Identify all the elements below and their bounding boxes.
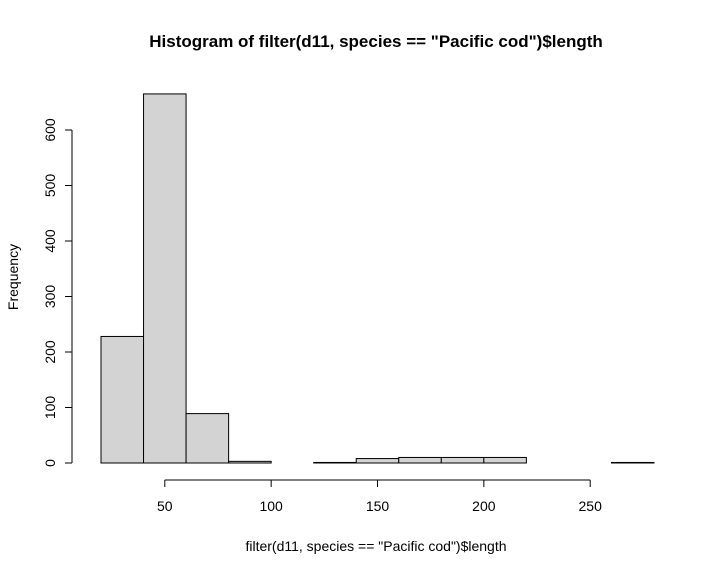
y-axis-ticks: 0 100 200 300 400 500 600 <box>42 118 72 467</box>
y-tick-label: 100 <box>42 396 58 420</box>
histogram-bar-5 <box>313 461 357 464</box>
histogram-bar-7 <box>398 456 442 464</box>
histogram-bar-12 <box>610 461 655 464</box>
histogram-bar-3 <box>228 460 272 464</box>
y-axis-label: Frequency <box>5 244 21 310</box>
histogram-bar-2 <box>185 413 230 464</box>
x-tick-label: 150 <box>366 498 390 514</box>
y-tick-label: 400 <box>42 229 58 253</box>
y-tick-label: 600 <box>42 118 58 142</box>
histogram-bar-9 <box>483 456 527 464</box>
y-tick-label: 300 <box>42 285 58 309</box>
histogram-bar-0 <box>100 335 145 464</box>
chart-title: Histogram of filter(d11, species == "Pac… <box>149 32 603 51</box>
y-tick-label: 0 <box>42 459 58 467</box>
x-axis-label: filter(d11, species == "Pacific cod")$le… <box>245 538 506 554</box>
histogram-bar-8 <box>440 456 485 464</box>
x-tick-label: 50 <box>157 498 173 514</box>
x-axis-ticks: 50 100 150 200 250 <box>157 480 602 514</box>
y-tick-label: 500 <box>42 174 58 198</box>
histogram-bar-6 <box>355 458 400 464</box>
x-tick-label: 250 <box>579 498 603 514</box>
x-tick-label: 100 <box>259 498 283 514</box>
x-tick-label: 200 <box>472 498 496 514</box>
bars-group <box>100 93 655 464</box>
histogram-bar-1 <box>143 93 187 464</box>
y-tick-label: 200 <box>42 340 58 364</box>
